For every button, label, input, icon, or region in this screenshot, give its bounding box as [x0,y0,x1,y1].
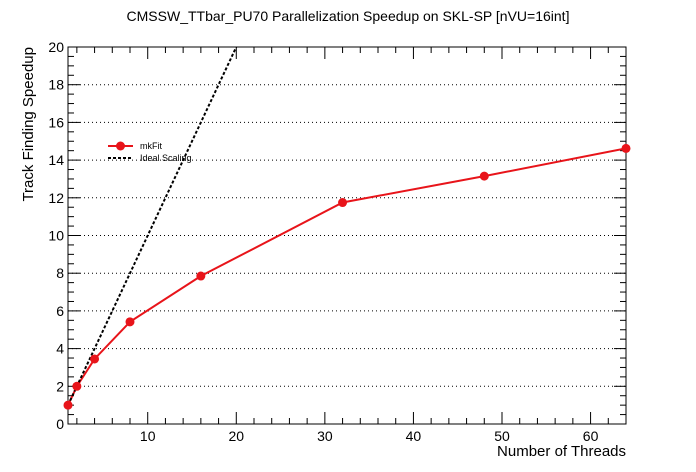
gridlines [68,84,626,387]
y-tick-label: 18 [48,77,64,93]
data-point [621,143,631,153]
data-point [479,171,489,181]
y-axis-label: Track Finding Speedup [20,47,37,202]
marker-layer [63,143,631,410]
data-point [338,198,348,208]
data-point [90,354,100,364]
plot-frame [67,46,627,425]
legend-label-mkfit: mkFit [140,141,162,151]
data-point [63,400,73,410]
x-tick-label: 50 [494,428,510,444]
y-tick-label: 14 [48,152,64,168]
y-tick-label: 16 [48,114,64,130]
data-point [196,271,206,281]
x-tick-label: 60 [583,428,599,444]
tick-labels: 0 2 4 6 8 10 12 14 16 18 20 10 20 30 40 50 60 [48,39,598,444]
x-tick-label: 10 [140,428,156,444]
y-tick-label: 12 [48,190,64,206]
legend: mkFit Ideal Scaling [108,141,192,163]
axis-ticks [68,46,626,425]
series-layer [68,47,626,406]
x-tick-label: 30 [317,428,333,444]
data-point [72,381,82,391]
y-tick-label: 0 [56,416,64,432]
y-tick-label: 6 [56,303,64,319]
chart-title: CMSSW_TTbar_PU70 Parallelization Speedup… [127,8,570,24]
legend-marker-mkfit [116,141,125,151]
y-tick-label: 8 [56,265,64,281]
x-tick-label: 20 [228,428,244,444]
series-line-1 [68,47,238,406]
legend-label-ideal: Ideal Scaling [140,153,192,163]
y-tick-label: 2 [56,378,64,394]
y-tick-label: 10 [48,228,64,244]
y-tick-label: 4 [56,341,64,357]
x-tick-label: 40 [406,428,422,444]
y-tick-label: 20 [48,39,64,55]
series-line-0 [68,147,626,406]
x-axis-label: Number of Threads [497,443,626,460]
data-point [125,317,135,327]
